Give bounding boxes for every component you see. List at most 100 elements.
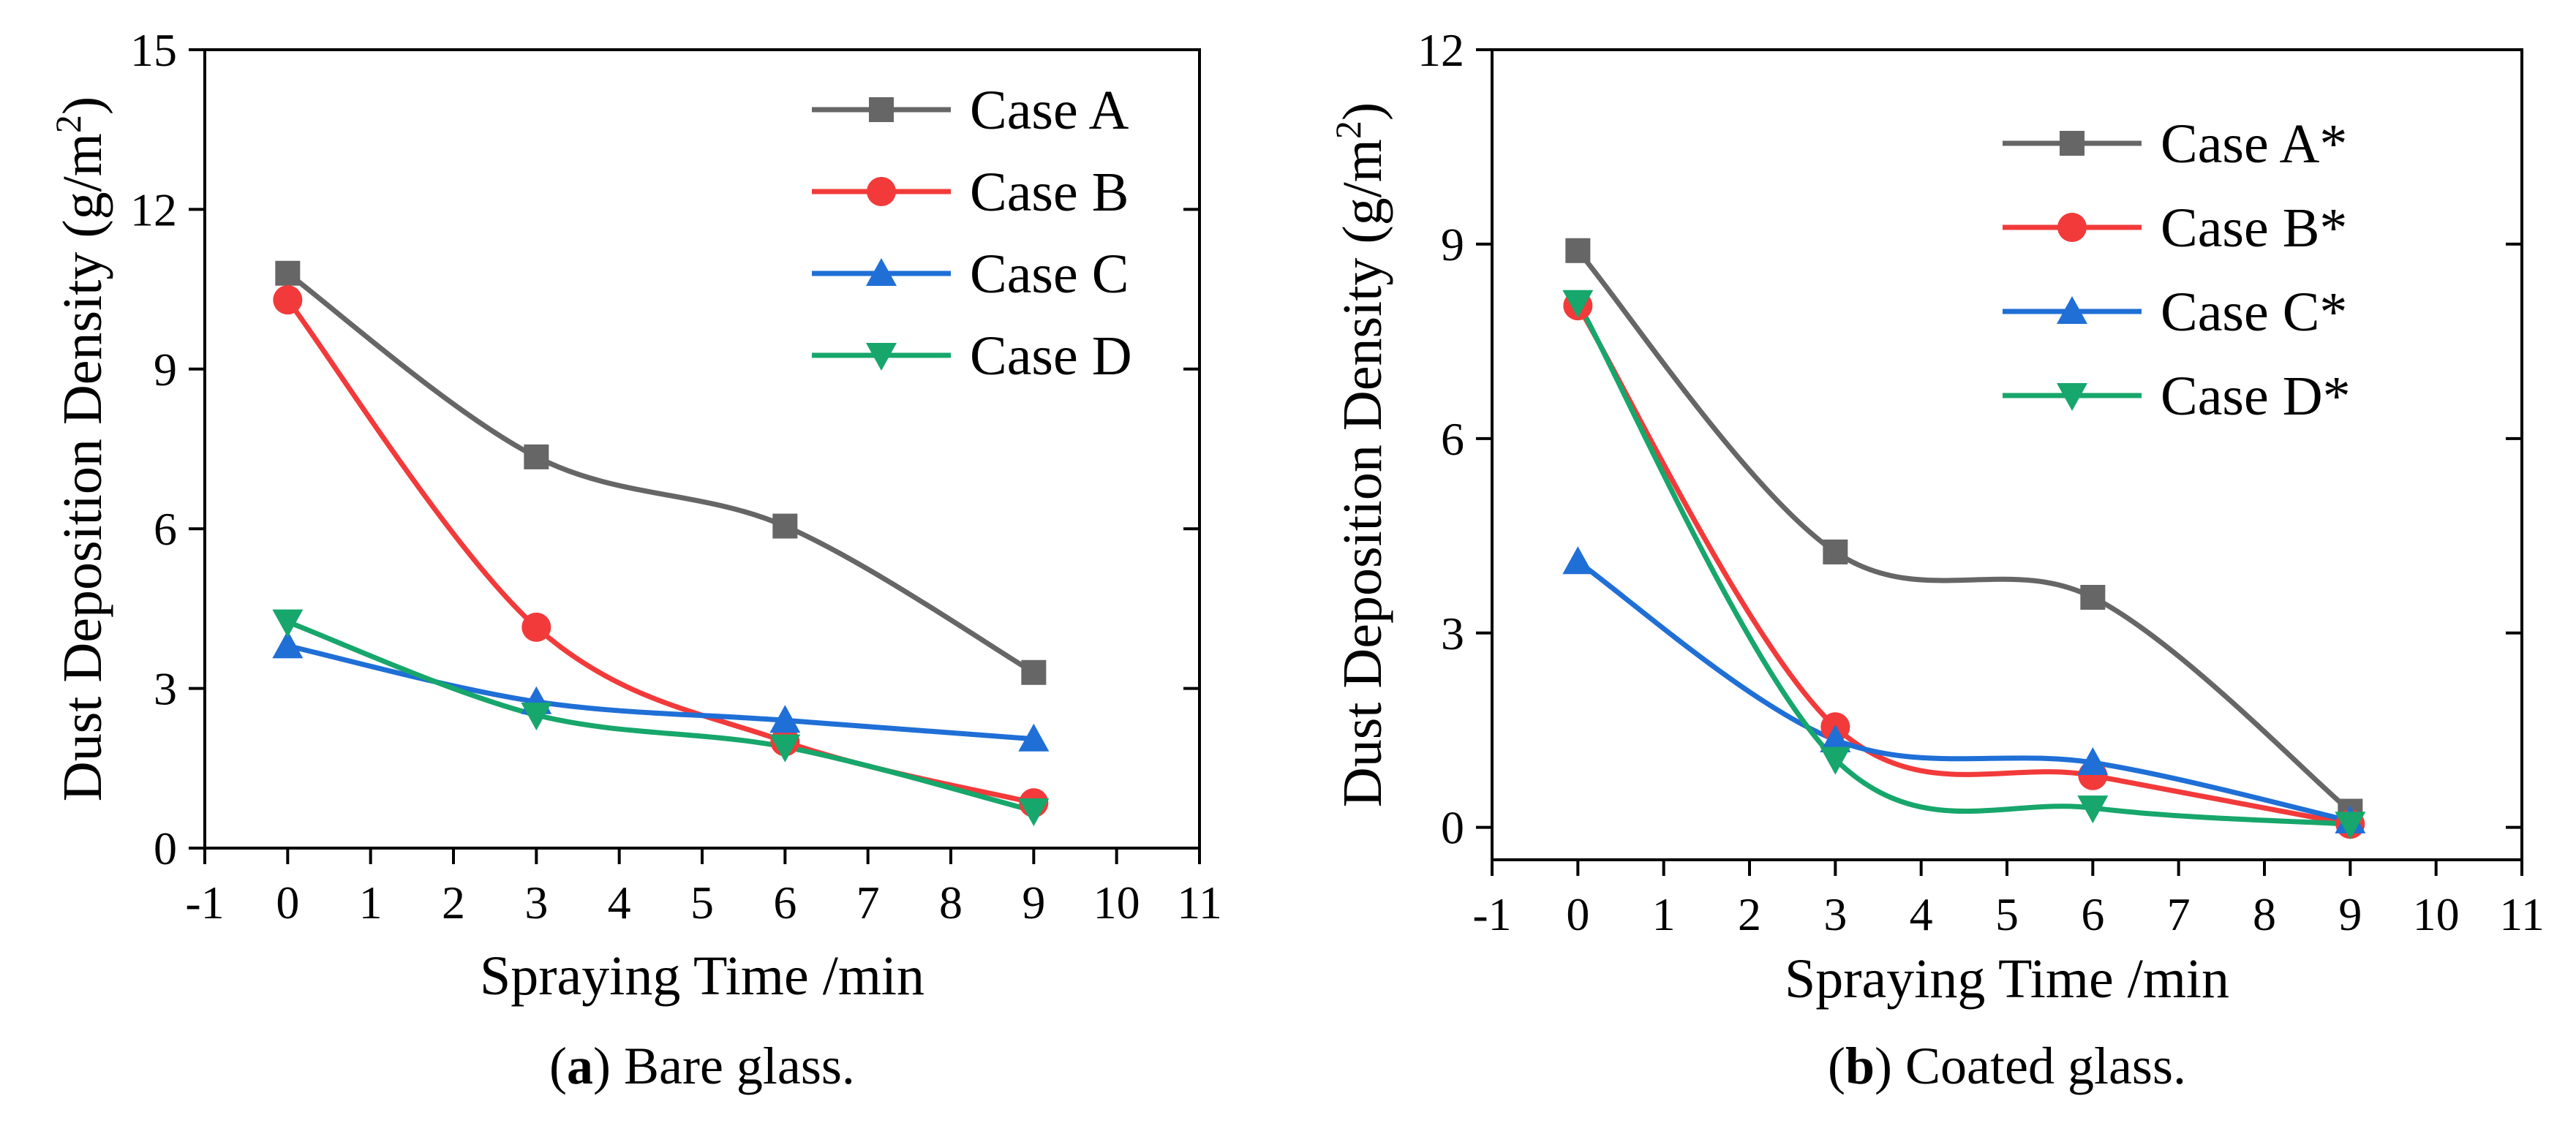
series-line-1 <box>1575 304 2351 827</box>
legend-label: Case C* <box>2161 281 2347 343</box>
data-point-0 <box>1021 659 1047 685</box>
x-tick-label: 7 <box>2167 888 2191 940</box>
data-point-3 <box>521 703 552 730</box>
legend-label: Case D <box>970 325 1132 387</box>
series-line-2 <box>1576 559 2351 824</box>
y-tick-label: 9 <box>154 344 177 396</box>
x-tick-label: 9 <box>2338 888 2362 940</box>
x-tick-label: -1 <box>185 877 224 929</box>
legend-marker <box>867 177 896 206</box>
data-point-3 <box>2335 812 2366 840</box>
x-tick-label: 3 <box>524 877 548 929</box>
series-line-0 <box>1575 249 2352 814</box>
legend-label: Case B* <box>2161 197 2347 259</box>
y-axis-label: Dust Deposition Density (g/m2) <box>48 97 113 801</box>
data-point-0 <box>772 513 798 539</box>
legend-marker <box>866 258 897 286</box>
data-point-0 <box>275 260 301 286</box>
data-point-3 <box>769 734 801 763</box>
legend-marker <box>2057 296 2087 324</box>
data-point-3 <box>1562 290 1594 318</box>
legend-label: Case C <box>970 243 1129 305</box>
series-line-3 <box>1575 300 2351 827</box>
x-tick-label: 11 <box>1177 877 1222 929</box>
plot-frame <box>1491 48 2523 861</box>
data-point-2 <box>1820 725 1851 753</box>
y-axis-label: Dust Deposition Density (g/m2) <box>1327 102 1393 807</box>
legend-label: Case A <box>970 80 1129 141</box>
legend-label: Case A* <box>2161 113 2347 175</box>
data-point-0 <box>1823 539 1848 564</box>
x-tick-label: 6 <box>2081 888 2104 940</box>
data-point-0 <box>1565 238 1591 263</box>
data-point-2 <box>1018 723 1050 752</box>
y-tick-label: 12 <box>1417 24 1464 76</box>
data-point-1 <box>273 285 303 315</box>
legend-marker <box>869 97 894 122</box>
x-tick-label: 2 <box>442 877 465 929</box>
y-tick-label: 3 <box>154 663 177 715</box>
x-tick-label: 3 <box>1823 888 1847 940</box>
data-point-0 <box>2080 585 2106 610</box>
legend-marker <box>2060 131 2084 156</box>
series-line-3 <box>287 619 1035 814</box>
x-tick-label: 8 <box>2253 888 2276 940</box>
data-point-3 <box>272 609 304 638</box>
series-lines <box>1575 249 2352 827</box>
x-axis-label: Spraying Time /min <box>1785 948 2229 1010</box>
series-line-2 <box>287 643 1034 742</box>
x-tick-label: 4 <box>608 877 631 929</box>
x-tick-label: 6 <box>773 877 796 929</box>
x-tick-label: 10 <box>2413 888 2460 940</box>
x-tick-label: 10 <box>1093 877 1140 929</box>
series-lines <box>285 271 1036 814</box>
x-tick-label: 0 <box>276 877 299 929</box>
series-markers <box>272 260 1050 827</box>
data-point-3 <box>2077 795 2109 824</box>
y-tick-label: 6 <box>1441 413 1464 465</box>
y-tick-label: 6 <box>154 503 177 555</box>
legend-marker <box>2057 383 2087 411</box>
legend: Case A Case B Case C Case D <box>812 80 1132 387</box>
series-line-1 <box>285 298 1035 806</box>
x-tick-label: 0 <box>1566 888 1589 940</box>
x-tick-label: 5 <box>690 877 714 929</box>
data-point-3 <box>1820 746 1851 775</box>
y-tick-label: 15 <box>130 24 177 76</box>
figure-caption: (b) Coated glass. <box>1828 1037 2186 1095</box>
x-axis-label: Spraying Time /min <box>480 945 924 1007</box>
x-tick-label: 1 <box>1652 888 1676 940</box>
x-tick-label: 8 <box>939 877 963 929</box>
y-tick-label: 0 <box>154 823 177 874</box>
x-tick-label: 11 <box>2499 888 2545 940</box>
x-tick-label: -1 <box>1472 888 1511 940</box>
x-tick-label: 4 <box>1910 888 1933 940</box>
data-point-0 <box>524 444 549 469</box>
y-tick-label: 0 <box>1441 802 1464 854</box>
y-tick-label: 3 <box>1441 608 1464 659</box>
data-point-2 <box>769 705 801 733</box>
legend: Case A* Case B* Case C* Case D* <box>2003 113 2351 427</box>
figure-caption: (a) Bare glass. <box>549 1037 855 1095</box>
legend-marker <box>866 343 897 371</box>
legend-marker <box>2057 213 2087 242</box>
data-point-2 <box>272 630 304 659</box>
legend-label: Case B <box>970 162 1129 223</box>
x-tick-label: 7 <box>856 877 880 929</box>
data-point-2 <box>1562 546 1594 575</box>
x-tick-label: 9 <box>1022 877 1045 929</box>
legend-label: Case D* <box>2161 366 2351 427</box>
x-tick-label: 2 <box>1738 888 1761 940</box>
series-markers <box>1562 238 2366 840</box>
y-tick-label: 9 <box>1441 219 1464 271</box>
x-tick-label: 5 <box>1995 888 2019 940</box>
x-tick-label: 1 <box>359 877 383 929</box>
series-line-0 <box>286 271 1036 675</box>
data-point-3 <box>1018 798 1050 827</box>
y-tick-label: 12 <box>130 184 177 235</box>
